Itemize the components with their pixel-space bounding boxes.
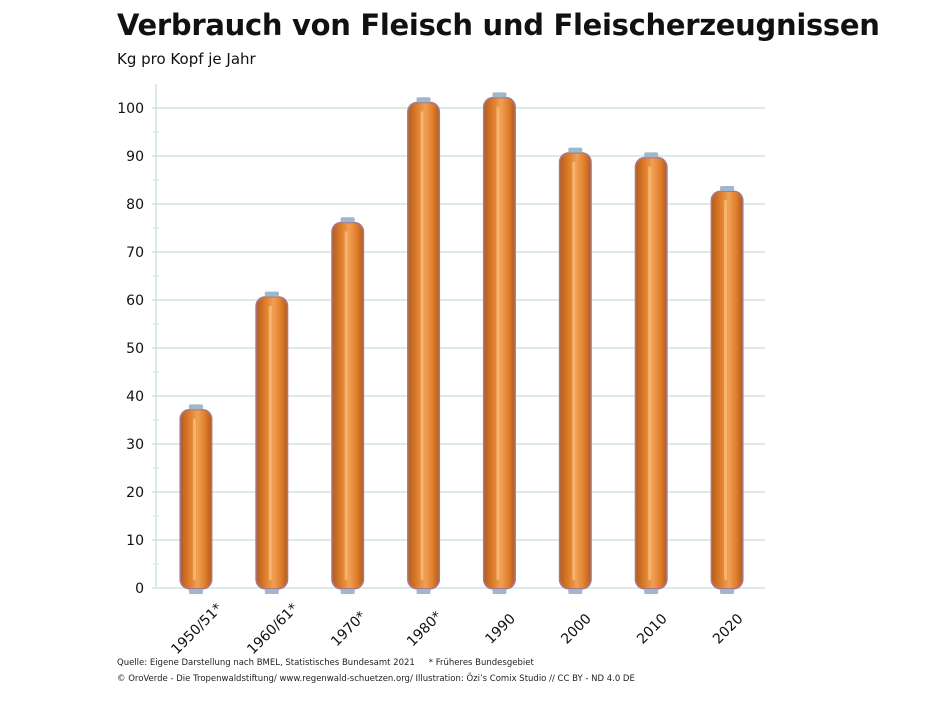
chart-subtitle: Kg pro Kopf je Jahr bbox=[117, 50, 256, 68]
sausage-clip-bottom bbox=[188, 589, 203, 594]
source-note: Quelle: Eigene Darstellung nach BMEL, St… bbox=[117, 658, 534, 668]
x-tick-label: 1980* bbox=[404, 608, 445, 649]
credits-note: © OroVerde - Die Tropenwaldstiftung/ www… bbox=[117, 674, 635, 684]
sausage-bar bbox=[179, 404, 213, 594]
sausage-highlight bbox=[648, 166, 652, 580]
sausage-clip-top bbox=[416, 97, 431, 103]
x-tick-label: 1960/61* bbox=[244, 600, 301, 657]
sausage-highlight bbox=[724, 200, 728, 580]
sausage-highlight bbox=[192, 418, 196, 580]
footnote-text: * Früheres Bundesgebiet bbox=[428, 658, 534, 668]
sausage-clip-top bbox=[264, 291, 279, 297]
sausage-clip-bottom bbox=[416, 589, 431, 594]
y-tick-label: 40 bbox=[126, 389, 144, 405]
sausage-bar bbox=[558, 147, 592, 594]
sausage-highlight bbox=[572, 161, 576, 580]
x-tick-label: 2000 bbox=[558, 611, 595, 648]
x-tick-label: 1970* bbox=[328, 608, 369, 649]
x-tick-label: 2010 bbox=[634, 611, 671, 648]
sausage-clip-top bbox=[644, 152, 659, 158]
sausage-clip-bottom bbox=[340, 589, 355, 594]
source-text: Quelle: Eigene Darstellung nach BMEL, St… bbox=[117, 658, 415, 668]
sausage-bar bbox=[407, 97, 441, 594]
sausage-clip-top bbox=[340, 217, 355, 223]
sausage-clip-bottom bbox=[644, 589, 659, 594]
y-tick-label: 10 bbox=[126, 533, 144, 549]
sausage-clip-bottom bbox=[720, 589, 735, 594]
sausage-clip-top bbox=[188, 404, 203, 410]
x-tick-label: 1950/51* bbox=[168, 600, 225, 657]
sausage-bar bbox=[331, 217, 365, 594]
y-tick-label: 90 bbox=[126, 149, 144, 165]
sausage-clip-top bbox=[568, 147, 583, 153]
sausage-bar bbox=[634, 152, 668, 594]
y-tick-label: 20 bbox=[126, 485, 144, 501]
sausage-highlight bbox=[268, 305, 272, 580]
sausage-clip-bottom bbox=[264, 589, 279, 594]
y-tick-label: 50 bbox=[126, 341, 144, 357]
sausage-clip-top bbox=[720, 186, 735, 191]
y-tick-label: 60 bbox=[126, 293, 144, 309]
y-tick-label: 70 bbox=[126, 245, 144, 261]
sausage-bar bbox=[482, 92, 516, 594]
sausage-clip-top bbox=[492, 92, 507, 98]
x-tick-label: 1990 bbox=[482, 611, 519, 648]
x-tick-label: 2020 bbox=[710, 611, 747, 648]
y-tick-label: 80 bbox=[126, 197, 144, 213]
y-tick-label: 100 bbox=[117, 101, 144, 117]
sausage-highlight bbox=[496, 106, 500, 581]
chart-title: Verbrauch von Fleisch und Fleischerzeugn… bbox=[117, 8, 880, 42]
sausage-clip-bottom bbox=[568, 589, 583, 594]
sausage-highlight bbox=[420, 111, 424, 580]
sausage-highlight bbox=[344, 231, 348, 580]
sausage-clip-bottom bbox=[492, 589, 507, 594]
y-tick-label: 30 bbox=[126, 437, 144, 453]
sausage-bar bbox=[255, 291, 289, 594]
y-tick-label: 0 bbox=[135, 581, 144, 597]
sausage-bar bbox=[710, 186, 744, 594]
